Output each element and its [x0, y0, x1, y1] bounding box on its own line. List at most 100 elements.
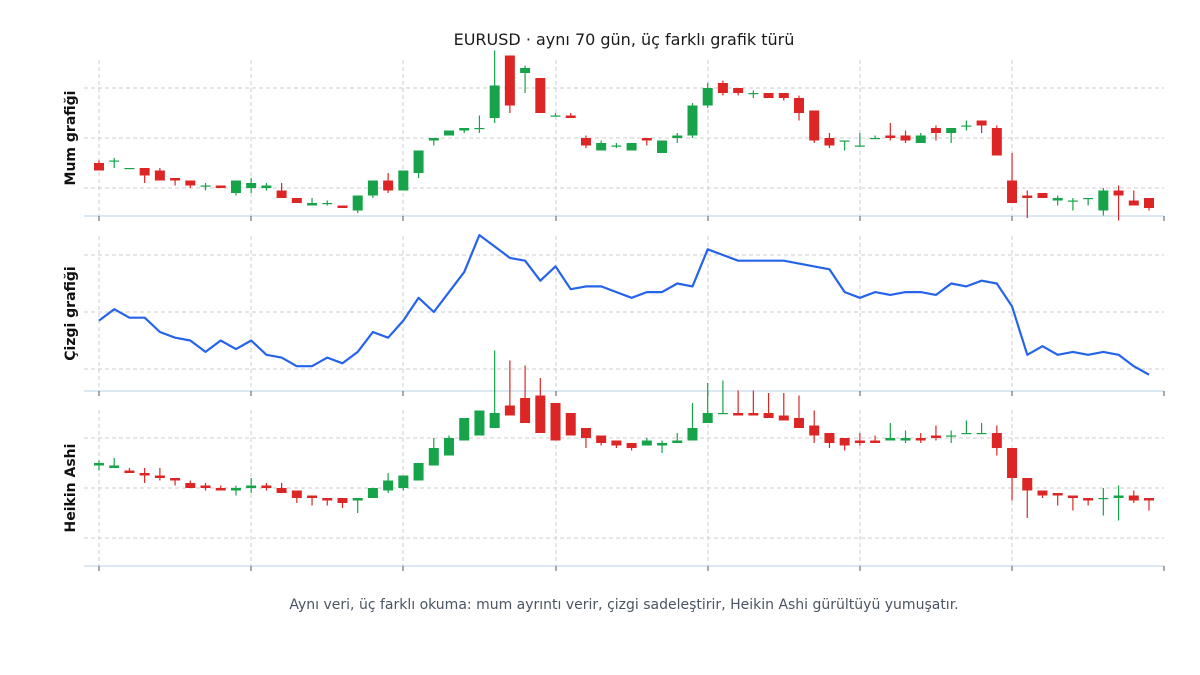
- candle-body: [580, 138, 591, 146]
- candle-body: [1128, 200, 1139, 206]
- candle-body: [215, 185, 226, 188]
- candle-body: [1113, 190, 1124, 196]
- candle-body: [185, 483, 196, 488]
- candle-body: [733, 88, 744, 93]
- candle-body: [230, 488, 241, 491]
- candle-body: [489, 85, 500, 118]
- candle-body: [535, 395, 546, 433]
- candle-body: [474, 410, 485, 436]
- candle-body: [870, 138, 881, 140]
- candle-body: [596, 435, 607, 443]
- candle-body: [1022, 195, 1033, 198]
- candle-body: [885, 135, 896, 138]
- candle-body: [763, 413, 774, 418]
- candle-body: [352, 195, 363, 211]
- candle-body: [383, 480, 394, 491]
- candle-body: [1037, 193, 1048, 198]
- candle-body: [535, 78, 546, 113]
- candle-body: [1007, 180, 1018, 203]
- candle-body: [824, 138, 835, 146]
- candle-body: [991, 433, 1002, 448]
- candle-body: [1098, 190, 1109, 211]
- candle-body: [900, 438, 911, 441]
- candle-body: [504, 405, 515, 416]
- candle-body: [291, 490, 302, 498]
- candle-body: [246, 183, 257, 188]
- candle-body: [611, 440, 622, 446]
- candle-body: [94, 463, 104, 466]
- candle-body: [794, 98, 804, 113]
- candle-body: [200, 185, 211, 187]
- candle-body: [946, 128, 957, 133]
- candle-body: [550, 403, 561, 441]
- candle-body: [1144, 198, 1154, 208]
- candle-body: [885, 438, 896, 441]
- candle-body: [946, 435, 957, 437]
- candle-body: [778, 93, 789, 98]
- candle-body: [139, 473, 150, 476]
- candle-body: [672, 440, 683, 443]
- candle-body: [565, 413, 576, 436]
- candle-body: [352, 498, 363, 501]
- candle-body: [580, 428, 591, 438]
- candle-body: [215, 488, 226, 491]
- candle-body: [824, 433, 835, 443]
- candle-body: [1037, 490, 1048, 496]
- candle-body: [809, 110, 820, 141]
- candle-body: [915, 135, 926, 143]
- candle-body: [763, 93, 774, 98]
- candle-body: [1083, 198, 1094, 200]
- candle-body: [1067, 495, 1078, 498]
- candle-body: [398, 170, 409, 191]
- candle-body: [200, 485, 211, 488]
- candle-body: [961, 433, 972, 435]
- candle-body: [1128, 495, 1139, 501]
- candle-body: [398, 475, 409, 488]
- candle-body: [1052, 493, 1063, 496]
- candle-body: [717, 413, 728, 415]
- y-axis-label: Heikin Ashi: [63, 444, 79, 533]
- candle-body: [230, 180, 241, 193]
- candle-body: [626, 143, 637, 151]
- candle-body: [322, 203, 333, 205]
- candle-body: [854, 440, 865, 443]
- y-axis-label: Çizgi grafiği: [63, 266, 79, 361]
- candle-body: [1022, 478, 1033, 491]
- candle-body: [367, 180, 378, 196]
- candle-body: [748, 413, 759, 416]
- candle-body: [459, 128, 470, 131]
- candle-body: [504, 55, 515, 106]
- candle-body: [383, 180, 394, 191]
- candle-body: [1007, 448, 1018, 478]
- candle-body: [94, 163, 104, 171]
- candle-body: [322, 498, 333, 501]
- candle-body: [444, 438, 454, 456]
- candle-body: [1067, 200, 1078, 202]
- candle-body: [428, 448, 439, 466]
- chart-caption: Aynı veri, üç farklı okuma: mum ayrıntı …: [289, 597, 959, 613]
- candle-body: [489, 413, 500, 428]
- candle-body: [520, 398, 531, 423]
- candle-body: [261, 185, 272, 188]
- candle-body: [687, 105, 698, 136]
- candle-body: [991, 128, 1002, 156]
- candle-body: [474, 128, 485, 130]
- candle-body: [626, 443, 637, 448]
- candle-body: [276, 190, 287, 198]
- candle-body: [657, 140, 668, 153]
- candle-body: [611, 145, 622, 147]
- candle-body: [839, 438, 850, 446]
- candle-body: [520, 68, 531, 73]
- chart-title: EURUSD · aynı 70 gün, üç farklı grafik t…: [453, 30, 795, 49]
- candle-body: [961, 125, 972, 127]
- candle-body: [550, 115, 561, 117]
- candle-body: [185, 180, 196, 186]
- candle-body: [809, 425, 820, 436]
- price-line: [98, 234, 1150, 376]
- candle-body: [687, 428, 698, 441]
- candle-body: [307, 203, 318, 206]
- candle-body: [154, 170, 165, 181]
- candle-body: [170, 478, 181, 481]
- candle-body: [276, 488, 287, 493]
